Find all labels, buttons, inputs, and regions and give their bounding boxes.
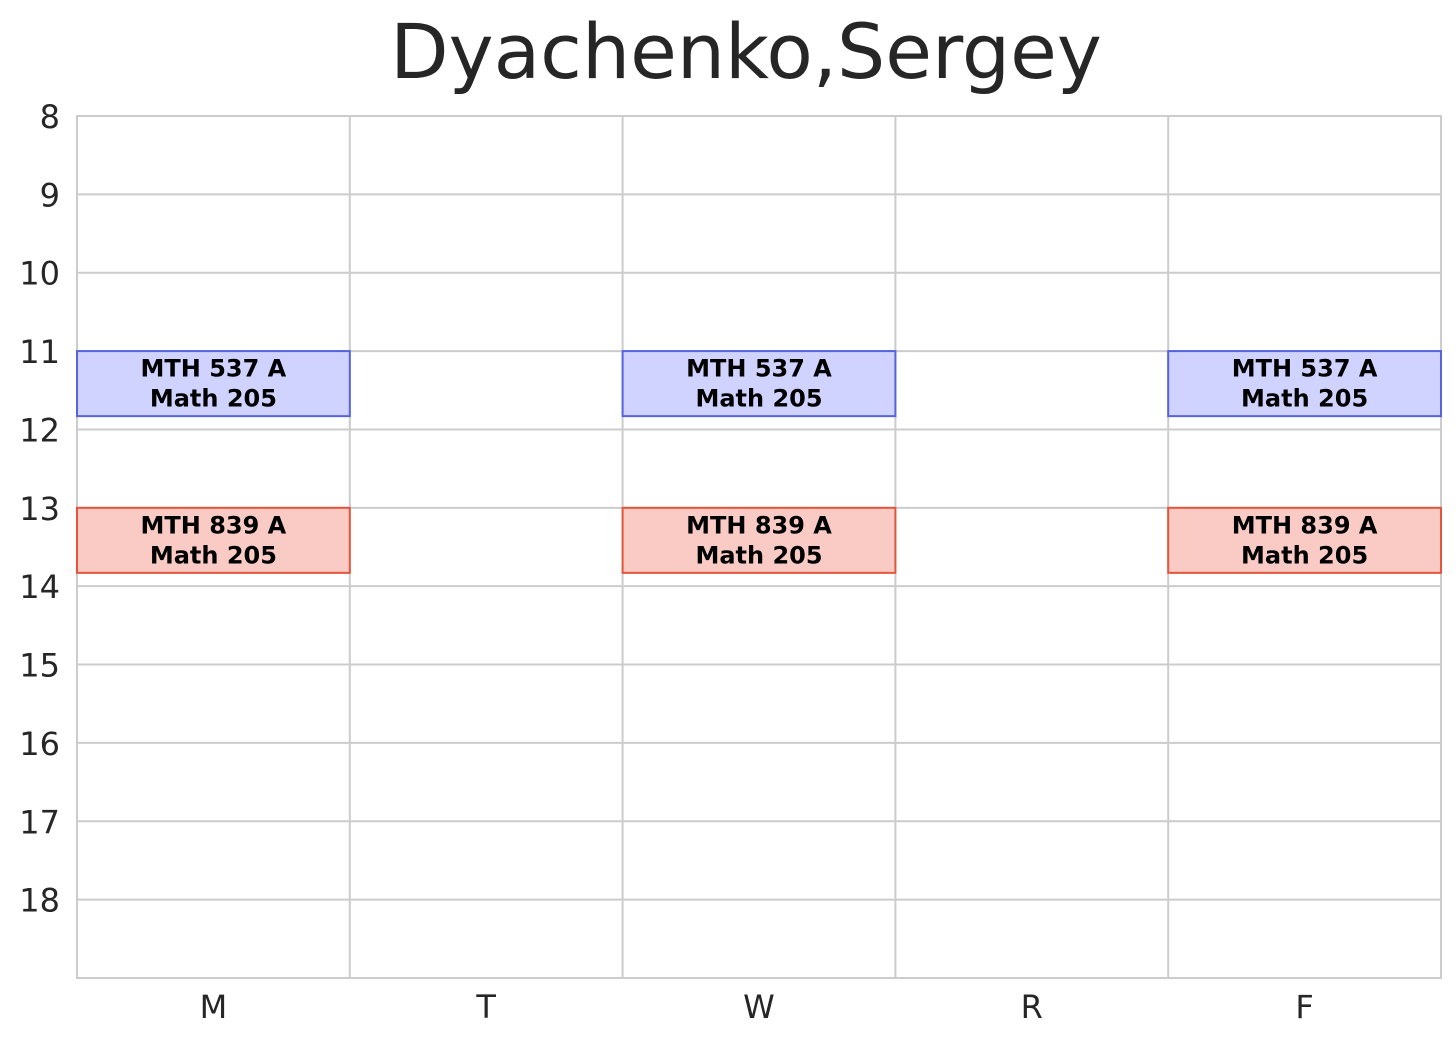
hour-tick-label: 16 — [19, 725, 60, 763]
day-tick-label: F — [1295, 988, 1313, 1026]
hour-tick-label: 11 — [19, 333, 60, 371]
class-block-rect — [1167, 350, 1442, 418]
day-tick-label: W — [743, 988, 775, 1026]
day-tick-label: T — [475, 988, 496, 1026]
chart-title: Dyachenko,Sergey — [390, 7, 1102, 96]
hour-tick-label: 15 — [19, 647, 60, 685]
day-tick-label: R — [1021, 988, 1043, 1026]
hour-tick-label: 13 — [19, 490, 60, 528]
hour-tick-label: 9 — [40, 176, 60, 214]
class-room-label: Math 205 — [1241, 385, 1368, 413]
hour-tick-label: 8 — [40, 98, 60, 136]
class-room-label: Math 205 — [1241, 541, 1368, 569]
class-block-rect — [76, 506, 351, 574]
hour-tick-label: 12 — [19, 411, 60, 449]
class-course-label: MTH 839 A — [1232, 511, 1378, 539]
hour-tick-label: 10 — [19, 255, 60, 293]
hour-tick-label: 14 — [19, 568, 60, 606]
class-block-rect — [621, 506, 897, 574]
class-course-label: MTH 537 A — [686, 355, 832, 383]
class-block-rect — [76, 350, 351, 418]
class-room-label: Math 205 — [150, 541, 277, 569]
class-room-label: Math 205 — [695, 541, 822, 569]
class-block-rect — [621, 350, 897, 418]
hour-axis: 8 9 10 11 12 13 14 15 16 17 18 — [19, 98, 60, 920]
hour-tick-label: 18 — [19, 882, 60, 920]
class-room-label: Math 205 — [695, 385, 822, 413]
class-course-label: MTH 537 A — [1232, 355, 1378, 383]
class-block-rect — [1167, 506, 1442, 574]
class-course-label: MTH 839 A — [686, 511, 832, 539]
hour-tick-label: 17 — [19, 803, 60, 841]
class-course-label: MTH 537 A — [141, 355, 287, 383]
class-course-label: MTH 839 A — [141, 511, 287, 539]
day-tick-label: M — [200, 988, 228, 1026]
class-room-label: Math 205 — [150, 385, 277, 413]
